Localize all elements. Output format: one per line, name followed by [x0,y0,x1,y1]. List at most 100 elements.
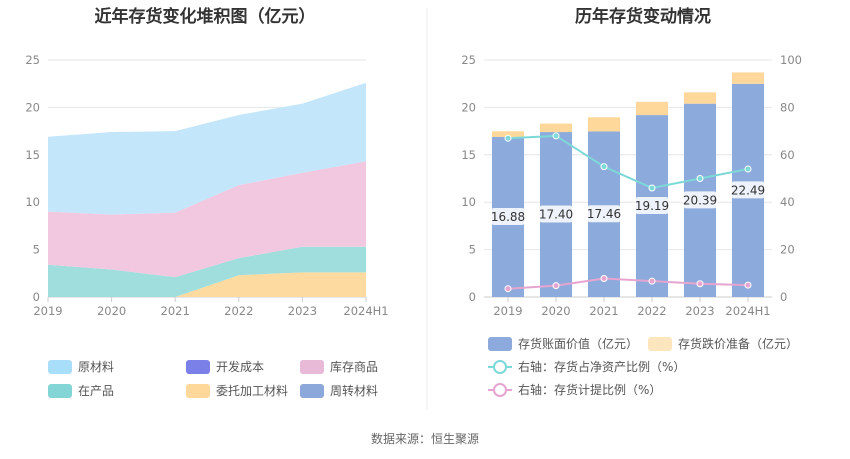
right-x-tick: 2020 [541,304,570,318]
legend-swatch [48,360,72,374]
line-point [696,175,704,182]
right-lines [504,132,752,293]
right-y-axis: 0 5 10 15 20 25 [461,53,476,304]
left-y-tick: 25 [25,53,40,67]
right-x-tick: 2019 [493,304,522,318]
area-series [48,82,366,215]
right-y2-tick: 0 [780,290,787,304]
bar-impairment [492,131,524,137]
line-point [648,277,656,285]
bar-label-bg [587,205,621,223]
left-x-tick: 2022 [224,304,253,318]
left-y-tick: 20 [25,100,40,114]
legend-label: 委托加工材料 [216,384,288,398]
line-point [744,281,752,289]
right-y2-tick: 60 [780,148,795,162]
stacked-area-chart: 近年存货变化堆积图（亿元） 0 5 10 15 20 25 2019 2020 2021 202… [25,6,389,398]
bar-impairment [540,123,572,133]
right-y-tick: 20 [461,100,476,114]
line-series [507,277,749,290]
right-x-tick: 2023 [685,304,714,318]
line-point [552,282,560,290]
legend-marker [493,383,507,397]
legend-label: 右轴：存货占净资产比例（%） [518,359,685,374]
legend-swatch [186,384,210,398]
left-areas [48,82,366,297]
line-point [744,165,752,173]
bar-value-label: 22.49 [731,183,765,197]
bar-value-label: 17.40 [539,208,573,222]
legend-swatch [300,384,324,398]
bar-value-label: 16.88 [491,210,525,224]
right-y2-tick: 80 [780,100,795,114]
left-chart-title: 近年存货变化堆积图（亿元） [95,6,316,27]
area-series [48,272,366,297]
left-y-tick: 5 [33,243,40,257]
right-y-tick: 0 [469,290,476,304]
right-y2-tick: 20 [780,243,795,257]
right-x-axis: 2019 2020 2021 2022 2023 2024H1 [493,297,771,318]
right-x-tick: 2022 [637,304,666,318]
bar-value-label: 20.39 [683,193,717,207]
left-x-tick: 2021 [161,304,190,318]
line-point [600,163,608,171]
right-x-tick: 2021 [589,304,618,318]
right-y-tick: 15 [461,148,476,162]
legend-label: 右轴：存货计提比例（%） [518,382,661,397]
right-y2-tick: 40 [780,195,795,209]
legend-label: 存货账面价值（亿元） [518,336,638,351]
bar-impairment [588,117,620,132]
left-x-axis: 2019 2020 2021 2022 2023 2024H1 [33,297,389,318]
line-point [504,285,512,293]
left-x-tick: 2019 [33,304,62,318]
legend-label: 周转材料 [330,383,378,398]
legend-swatch [300,360,324,374]
bar-label-bg [731,181,765,199]
right-bars [492,72,764,298]
bar-label-bg [491,207,525,225]
bar-label-bg [683,191,717,209]
area-series [48,161,366,278]
right-x-tick: 2024H1 [725,304,770,318]
left-y-tick: 0 [33,290,40,304]
line-point [696,280,704,288]
right-y-tick: 10 [461,195,476,209]
bar-value-label: 17.46 [587,207,621,221]
line-point [648,184,656,192]
legend-label: 存货跌价准备（亿元） [678,336,798,351]
bar-impairment [636,101,668,116]
legend-swatch [186,360,210,374]
legend-swatch [48,384,72,398]
legend-label: 在产品 [78,384,114,398]
bar-label-bg [539,205,573,223]
right-y2-axis: 0 20 40 60 80 100 [780,53,802,304]
left-y-tick: 10 [25,195,40,209]
right-y-tick: 5 [469,243,476,257]
line-point [552,132,560,140]
area-series [48,246,366,297]
line-point [600,275,608,283]
left-x-tick: 2020 [97,304,126,318]
left-x-tick: 2024H1 [343,304,388,318]
legend-label: 原材料 [78,360,114,374]
legend-label: 库存商品 [330,359,378,374]
right-chart-title: 历年存货变动情况 [575,6,711,27]
left-y-tick: 15 [25,148,40,162]
data-source: 数据来源：恒生聚源 [371,431,479,446]
bar-impairment [732,72,764,84]
right-legend: 存货账面价值（亿元） 存货跌价准备（亿元） 右轴：存货占净资产比例（%） 右轴：存货计… [488,336,798,397]
legend-label: 开发成本 [216,359,264,374]
right-gridlines [484,59,772,298]
right-bar-labels: 16.88 17.40 17.46 19.19 20.39 22.49 [491,181,765,225]
legend-swatch [488,337,512,351]
left-x-tick: 2023 [288,304,317,318]
right-y-tick: 25 [461,53,476,67]
line-series [507,134,749,190]
legend-marker [493,360,507,374]
right-y2-tick: 100 [780,53,802,67]
legend-swatch [648,337,672,351]
bar-impairment [684,92,716,104]
